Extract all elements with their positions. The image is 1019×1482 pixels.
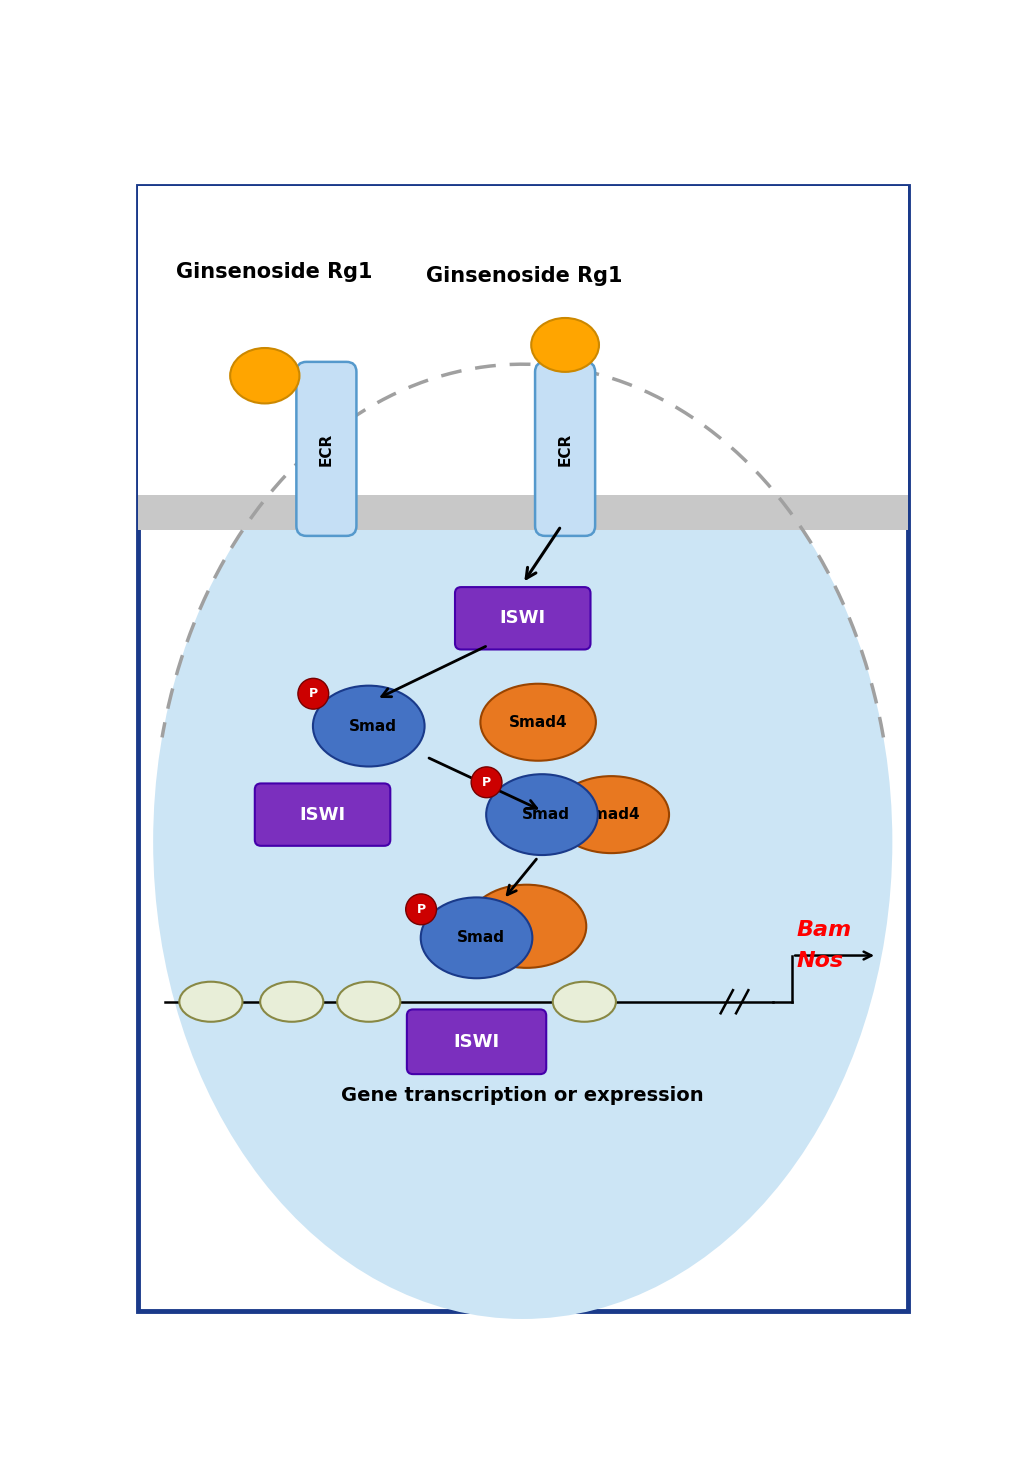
FancyBboxPatch shape — [407, 1009, 546, 1074]
FancyBboxPatch shape — [454, 587, 590, 649]
Text: P: P — [482, 775, 490, 788]
Text: Gene transcription or expression: Gene transcription or expression — [341, 1086, 703, 1106]
Text: Smad: Smad — [522, 808, 570, 823]
Ellipse shape — [553, 777, 668, 854]
FancyBboxPatch shape — [138, 495, 907, 529]
Ellipse shape — [552, 981, 615, 1021]
Text: Ginsenoside Rg1: Ginsenoside Rg1 — [426, 265, 623, 286]
Ellipse shape — [406, 894, 436, 925]
FancyBboxPatch shape — [138, 185, 907, 529]
Text: P: P — [416, 903, 425, 916]
FancyBboxPatch shape — [138, 495, 907, 529]
FancyBboxPatch shape — [138, 185, 907, 1312]
Text: Smad: Smad — [455, 931, 504, 946]
Ellipse shape — [467, 885, 586, 968]
Ellipse shape — [179, 981, 243, 1021]
Ellipse shape — [337, 981, 399, 1021]
FancyBboxPatch shape — [138, 185, 907, 502]
Text: ISWI: ISWI — [300, 806, 345, 824]
Ellipse shape — [298, 679, 328, 710]
Ellipse shape — [471, 766, 501, 797]
Ellipse shape — [230, 348, 300, 403]
Text: ECR: ECR — [557, 433, 572, 465]
Ellipse shape — [480, 683, 595, 760]
Text: Smad4: Smad4 — [582, 808, 640, 823]
Text: Ginsenoside Rg1: Ginsenoside Rg1 — [176, 262, 372, 282]
Text: P: P — [309, 688, 318, 700]
Text: Bam: Bam — [795, 920, 851, 940]
Text: ISWI: ISWI — [453, 1033, 499, 1051]
FancyBboxPatch shape — [535, 362, 594, 536]
Ellipse shape — [260, 981, 323, 1021]
Ellipse shape — [420, 898, 532, 978]
FancyBboxPatch shape — [297, 362, 356, 536]
Text: Smad: Smad — [348, 719, 396, 734]
Text: Smad4: Smad4 — [508, 714, 567, 729]
Ellipse shape — [153, 365, 892, 1319]
Ellipse shape — [313, 686, 424, 766]
Text: ISWI: ISWI — [499, 609, 545, 627]
Text: ECR: ECR — [319, 433, 333, 465]
Ellipse shape — [531, 319, 598, 372]
FancyBboxPatch shape — [255, 784, 390, 846]
Text: Nos: Nos — [795, 951, 843, 971]
Ellipse shape — [486, 774, 597, 855]
